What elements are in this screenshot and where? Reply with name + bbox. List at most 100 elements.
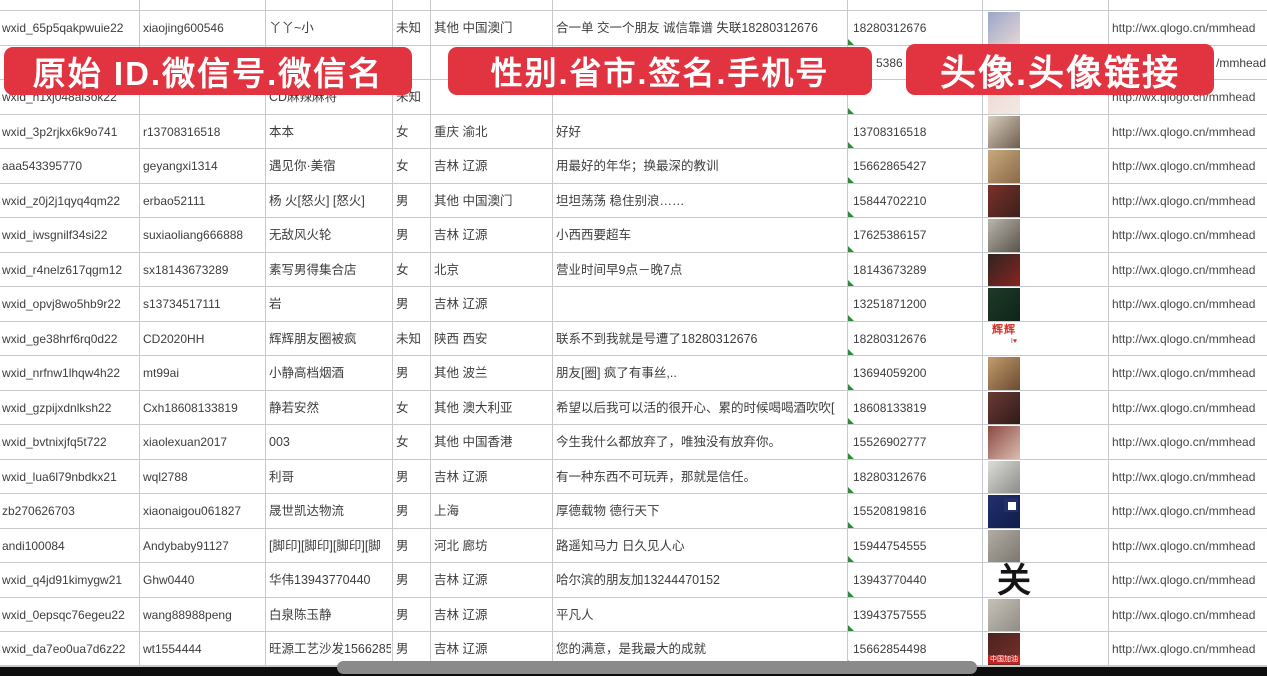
cell-avatar-link[interactable]: http://wx.qlogo.cn/mmhead (1112, 193, 1256, 208)
avatar-thumbnail[interactable]: 中国加油 (988, 633, 1020, 666)
cell-wechat-name[interactable]: 白泉陈玉静 (269, 607, 332, 622)
cell-wechat-name[interactable]: 小静高档烟酒 (269, 366, 345, 380)
avatar-thumbnail[interactable] (988, 150, 1020, 183)
avatar-thumbnail[interactable] (988, 357, 1020, 390)
cell-wechat-account[interactable]: mt99ai (143, 366, 180, 380)
avatar-thumbnail[interactable] (988, 426, 1020, 459)
cell-wechat-account[interactable]: erbao52111 (143, 193, 206, 208)
avatar-thumbnail[interactable] (988, 184, 1020, 218)
cell-signature[interactable]: 希望以后我可以活的很开心、累的时候喝喝酒吹吹[ (556, 400, 835, 415)
cell-original-id[interactable]: wxid_gzpijxdnlksh22 (2, 400, 112, 415)
cell-gender[interactable]: 女 (396, 435, 409, 449)
cell-phone-number[interactable]: 13943757555 (853, 607, 927, 622)
cell-avatar-link[interactable]: http://wx.qlogo.cn/mmhead (1112, 435, 1256, 449)
cell-phone-number[interactable]: 15844702210 (853, 193, 927, 208)
cell-signature[interactable]: 朋友[圈] 疯了有事丝,.. (556, 366, 677, 380)
cell-wechat-name[interactable]: 遇见你·美宿 (269, 159, 336, 173)
avatar-thumbnail[interactable] (988, 12, 1020, 45)
cell-original-id[interactable]: zb270626703 (2, 504, 75, 518)
cell-original-id[interactable]: wxid_iwsgnilf34si22 (2, 228, 108, 242)
cell-signature[interactable]: 营业时间早9点－晚7点 (556, 262, 683, 277)
cell-wechat-name[interactable]: 无敌风火轮 (269, 228, 332, 242)
cell-avatar-link[interactable]: http://wx.qlogo.cn/mmhead (1112, 159, 1256, 173)
cell-wechat-name[interactable]: 旺源工艺沙发15662854 (269, 642, 391, 656)
cell-wechat-account[interactable]: wql2788 (143, 469, 188, 484)
cell-original-id[interactable]: wxid_nrfnw1lhqw4h22 (2, 366, 121, 380)
cell-gender[interactable]: 女 (396, 124, 409, 139)
cell-original-id[interactable]: wxid_da7eo0ua7d6z22 (2, 642, 126, 656)
cell-wechat-name[interactable]: 晟世凯达物流 (269, 504, 345, 518)
cell-province-city[interactable]: 其他 澳大利亚 (434, 400, 513, 415)
cell-gender[interactable]: 女 (396, 159, 409, 173)
cell-original-id[interactable]: wxid_z0j2j1qyq4qm22 (2, 193, 121, 208)
cell-phone-number[interactable]: 15526902777 (853, 435, 927, 449)
cell-signature[interactable] (556, 287, 846, 322)
cell-original-id[interactable]: wxid_65p5qakpwuie22 (2, 21, 124, 35)
cell-signature[interactable]: 您的满意，是我最大的成就 (556, 642, 707, 656)
cell-signature[interactable]: 平凡人 (556, 607, 594, 622)
cell-wechat-account[interactable]: xiaolexuan2017 (143, 435, 228, 449)
cell-signature[interactable]: 合一单 交一个朋友 诚信靠谱 失联18280312676 (556, 21, 818, 35)
cell-gender[interactable]: 女 (396, 262, 409, 277)
cell-wechat-account[interactable]: geyangxi1314 (143, 159, 218, 173)
cell-original-id[interactable]: wxid_ge38hrf6rq0d22 (2, 331, 118, 346)
cell-gender[interactable]: 男 (396, 366, 409, 380)
avatar-thumbnail[interactable] (988, 598, 1020, 632)
cell-phone-number[interactable]: 15662865427 (853, 159, 927, 173)
avatar-thumbnail[interactable] (988, 219, 1020, 252)
cell-gender[interactable]: 男 (396, 193, 409, 208)
cell-avatar-link[interactable]: http://wx.qlogo.cn/mmhead (1112, 504, 1256, 518)
cell-wechat-account[interactable]: xiaonaigou061827 (143, 504, 242, 518)
cell-wechat-account[interactable]: wt1554444 (143, 642, 202, 656)
cell-avatar-link[interactable]: http://wx.qlogo.cn/mmhead (1112, 297, 1256, 311)
cell-original-id[interactable]: wxid_bvtnixjfq5t722 (2, 435, 107, 449)
cell-wechat-account[interactable]: xiaojing600546 (143, 21, 224, 35)
cell-original-id[interactable]: wxid_0epsqc76egeu22 (2, 607, 125, 622)
cell-avatar-link[interactable]: http://wx.qlogo.cn/mmhead (1112, 331, 1256, 346)
cell-avatar-link[interactable]: http://wx.qlogo.cn/mmhead (1112, 124, 1256, 139)
cell-signature[interactable]: 小西西要超车 (556, 228, 632, 242)
cell-phone-number[interactable]: 18280312676 (853, 21, 927, 35)
cell-province-city[interactable]: 吉林 辽源 (434, 573, 488, 587)
cell-gender[interactable]: 男 (396, 297, 409, 311)
cell-phone-number[interactable]: 13943770440 (853, 573, 927, 587)
avatar-thumbnail[interactable] (988, 529, 1020, 563)
cell-original-id[interactable]: wxid_q4jd91kimygw21 (2, 573, 123, 587)
cell-phone-number[interactable]: 15662854498 (853, 642, 927, 656)
cell-wechat-account[interactable]: Ghw0440 (143, 573, 195, 587)
cell-avatar-link[interactable]: http://wx.qlogo.cn/mmhead (1112, 21, 1256, 35)
cell-province-city[interactable]: 吉林 辽源 (434, 642, 488, 656)
cell-phone-number[interactable]: 18143673289 (853, 262, 927, 277)
cell-gender[interactable]: 男 (396, 504, 409, 518)
cell-province-city[interactable]: 吉林 辽源 (434, 297, 488, 311)
cell-wechat-name[interactable]: 华伟13943770440 (269, 573, 371, 587)
avatar-thumbnail[interactable] (988, 460, 1020, 494)
horizontal-scrollbar-thumb[interactable] (337, 661, 977, 674)
cell-wechat-name[interactable]: 利哥 (269, 469, 295, 484)
cell-wechat-name[interactable]: 丫丫~小 (269, 21, 314, 35)
cell-original-id[interactable]: aaa543395770 (2, 159, 83, 173)
cell-phone-number[interactable]: 13251871200 (853, 297, 927, 311)
cell-original-id[interactable]: wxid_lua6l79nbdkx21 (2, 469, 117, 484)
cell-signature[interactable]: 今生我什么都放弃了，唯独没有放弃你。 (556, 435, 782, 449)
cell-avatar-link[interactable]: http://wx.qlogo.cn/mmhead (1112, 469, 1256, 484)
cell-original-id[interactable]: wxid_3p2rjkx6k9o741 (2, 124, 118, 139)
avatar-thumbnail[interactable] (988, 253, 1020, 287)
cell-province-city[interactable]: 河北 廊坊 (434, 538, 488, 553)
cell-original-id[interactable]: wxid_r4nelz617qgm12 (2, 262, 123, 277)
avatar-thumbnail[interactable] (988, 115, 1020, 149)
cell-province-city[interactable]: 重庆 渝北 (434, 124, 488, 139)
cell-gender[interactable]: 男 (396, 607, 409, 622)
cell-phone-number[interactable]: 18608133819 (853, 400, 927, 415)
cell-wechat-account[interactable]: suxiaoliang666888 (143, 228, 244, 242)
cell-avatar-link[interactable]: http://wx.qlogo.cn/mmhead (1112, 262, 1256, 277)
cell-avatar-link[interactable]: http://wx.qlogo.cn/mmhead (1112, 366, 1256, 380)
cell-province-city[interactable]: 吉林 辽源 (434, 159, 488, 173)
cell-gender[interactable]: 未知 (396, 21, 422, 35)
cell-province-city[interactable]: 吉林 辽源 (434, 469, 488, 484)
cell-avatar-link[interactable]: /mmhead (1216, 55, 1267, 70)
cell-wechat-account[interactable]: r13708316518 (143, 124, 221, 139)
cell-wechat-account[interactable]: Cxh18608133819 (143, 400, 238, 415)
cell-phone-number[interactable]: 18280312676 (853, 331, 927, 346)
cell-gender[interactable]: 男 (396, 469, 409, 484)
